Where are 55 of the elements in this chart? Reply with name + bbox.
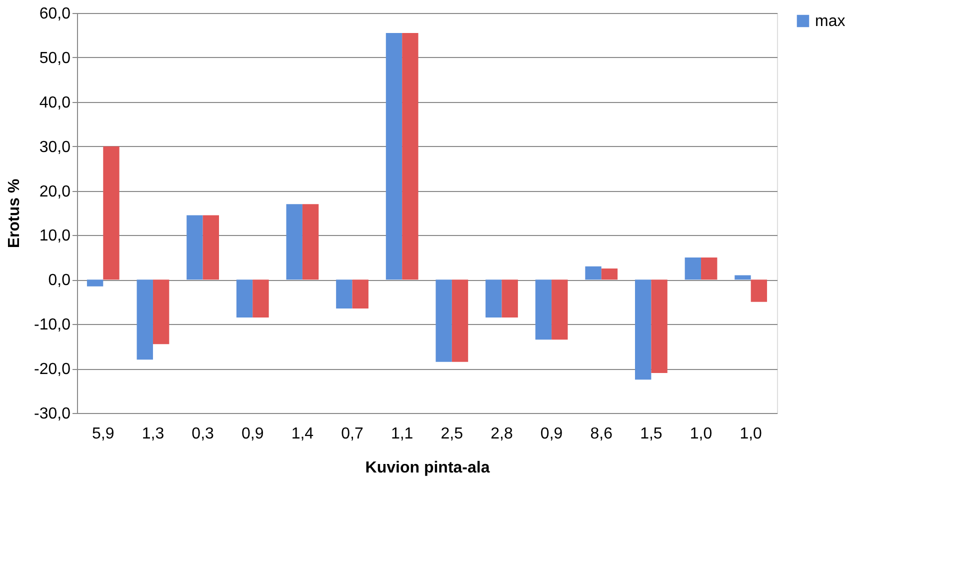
- bar: [286, 204, 302, 280]
- bar: [734, 275, 751, 280]
- y-tick-label: 40,0: [39, 94, 71, 112]
- x-tick-label: 2,5: [440, 426, 464, 442]
- bar: [336, 280, 352, 309]
- y-tick-label: 20,0: [39, 183, 71, 200]
- x-tick-label: 1,1: [390, 426, 414, 442]
- bar: [486, 280, 502, 318]
- y-tick-label: 30,0: [39, 138, 71, 156]
- y-tick-label: -30,0: [34, 406, 71, 422]
- legend-label: max: [815, 13, 846, 30]
- x-tick-label: 5,9: [92, 426, 114, 442]
- bar: [136, 280, 153, 360]
- bar: [701, 257, 718, 280]
- bar: [152, 280, 170, 344]
- x-tick-label: 0,9: [242, 426, 264, 442]
- bar: [402, 33, 418, 280]
- y-tick-label: -10,0: [34, 316, 71, 334]
- bar: [202, 215, 219, 280]
- bar: [186, 215, 203, 280]
- y-tick-label: -20,0: [34, 361, 71, 378]
- bar: [302, 204, 319, 280]
- bar: [601, 268, 618, 280]
- y-tick-label: 50,0: [39, 50, 71, 67]
- x-tick-label: 1,3: [142, 426, 164, 442]
- bar: [585, 266, 602, 280]
- x-tick-label: 1,0: [690, 426, 712, 442]
- x-tick-label: 1,4: [291, 426, 314, 442]
- y-axis-title: Erotus %: [6, 178, 24, 248]
- bar: [86, 280, 104, 286]
- bar: [635, 280, 652, 380]
- bar: [436, 280, 452, 362]
- bar: [684, 257, 702, 280]
- bar: [386, 33, 402, 280]
- bar: [552, 280, 568, 340]
- x-tick-label: 0,9: [540, 426, 563, 442]
- y-tick-label: 60,0: [39, 6, 71, 22]
- bar: [352, 280, 368, 309]
- x-tick-label: 1,5: [640, 426, 662, 442]
- x-tick-label: 0,7: [341, 426, 364, 442]
- x-tick-label: 1,0: [740, 426, 762, 442]
- x-tick-label: 2,8: [490, 426, 513, 442]
- bar: [252, 280, 269, 318]
- bar: [750, 280, 768, 302]
- bar: [236, 280, 253, 318]
- bar: [651, 280, 668, 373]
- bar: [535, 280, 552, 340]
- bar: [502, 280, 518, 318]
- x-tick-label: 0,3: [192, 426, 214, 442]
- y-tick-label: 10,0: [39, 228, 71, 245]
- bar: [103, 146, 120, 280]
- x-axis-title: Kuvion pinta-ala: [365, 460, 490, 476]
- bar: [452, 280, 468, 362]
- x-tick-label: 8,6: [590, 426, 613, 442]
- y-tick-label: 0,0: [48, 272, 71, 290]
